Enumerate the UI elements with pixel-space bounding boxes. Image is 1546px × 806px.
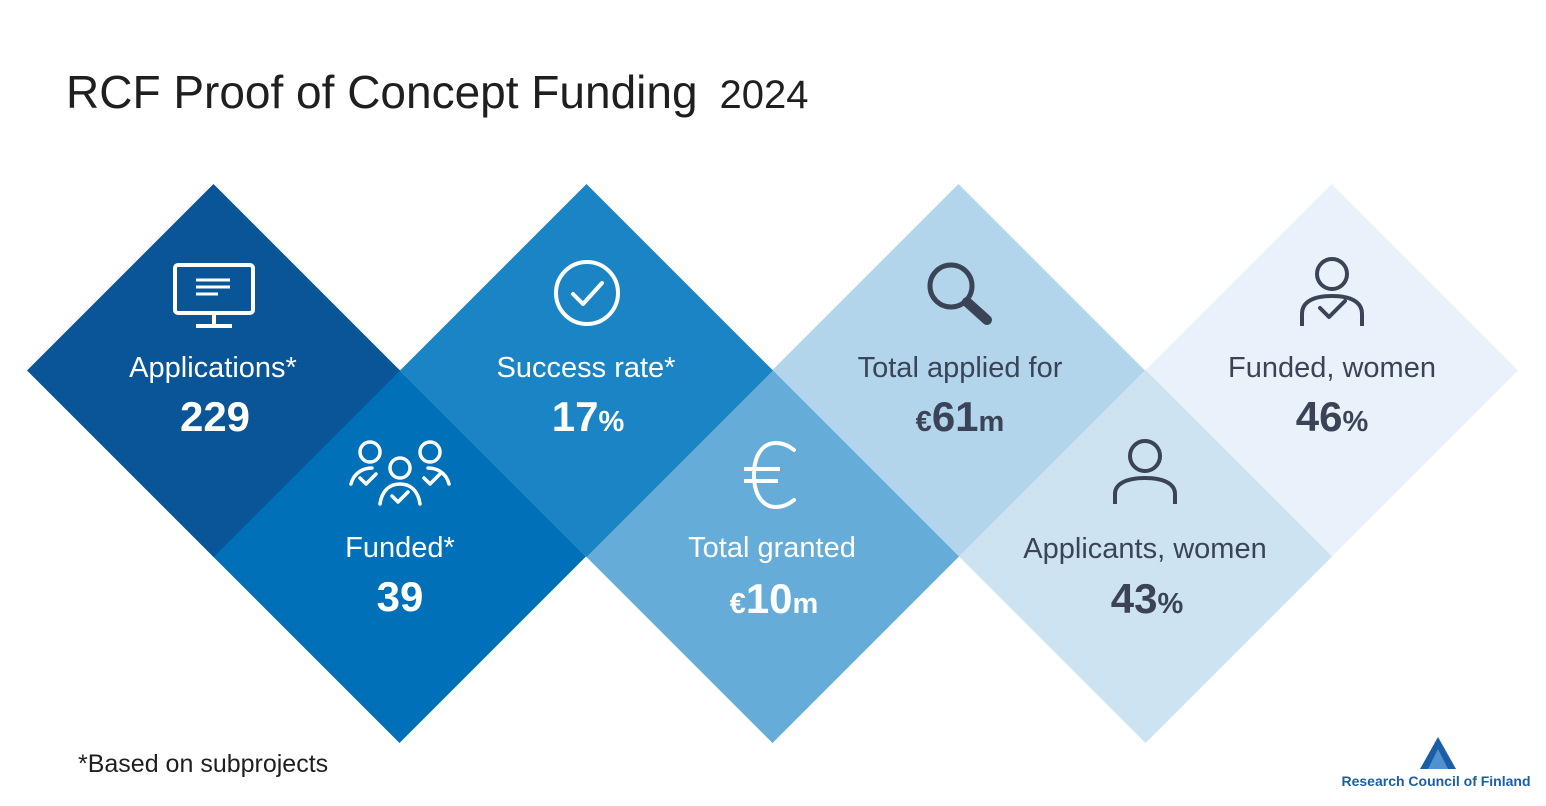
group-check-icon [349,440,451,506]
applications-label: Applications* [129,352,297,384]
funded-label: Funded* [345,532,455,564]
total-applied-number: 61 [931,393,979,440]
total-applied-label: Total applied for [857,352,1063,384]
success-rate-unit: % [598,406,625,438]
footnote: *Based on subprojects [78,750,329,778]
success-rate-value: 17% [552,392,625,447]
funded-women-value: 46% [1296,392,1369,447]
logo-triangle-icon [1420,737,1456,769]
applicants-women-label: Applicants, women [1023,533,1267,565]
funded-women-label: Funded, women [1228,352,1436,384]
research-council-logo: Research Council of Finland [1340,735,1532,795]
applicants-women-number: 43 [1110,575,1158,622]
total-applied-unit: m [978,406,1005,438]
success-rate-number: 17 [551,393,599,440]
applicants-women-unit: % [1157,588,1184,620]
funded-women-number: 46 [1295,393,1343,440]
person-icon [1113,439,1177,504]
euro-icon [744,440,796,510]
total-granted-unit: m [792,588,819,620]
total-granted-prefix: € [729,588,746,620]
title: RCF Proof of Concept Funding 2024 [66,62,809,125]
total-granted-label: Total granted [688,532,856,564]
title-text: RCF Proof of Concept Funding [66,66,698,118]
title-year: 2024 [719,73,809,117]
person-check-icon [1300,257,1364,326]
monitor-icon [173,263,255,328]
check-circle-icon [554,260,620,326]
funded-women-unit: % [1342,406,1369,438]
applications-value: 229 [179,393,251,440]
total-granted-number: 10 [745,575,793,622]
total-applied-prefix: € [915,406,932,438]
success-rate-label: Success rate* [496,352,676,384]
applicants-women-value: 43% [1111,574,1184,629]
total-applied-value: €61m [916,392,1005,447]
logo-text: Research Council of Finland [1341,773,1531,789]
funded-value: 39 [376,573,424,620]
magnifier-icon [927,262,992,325]
total-granted-value: €10m [730,574,819,629]
